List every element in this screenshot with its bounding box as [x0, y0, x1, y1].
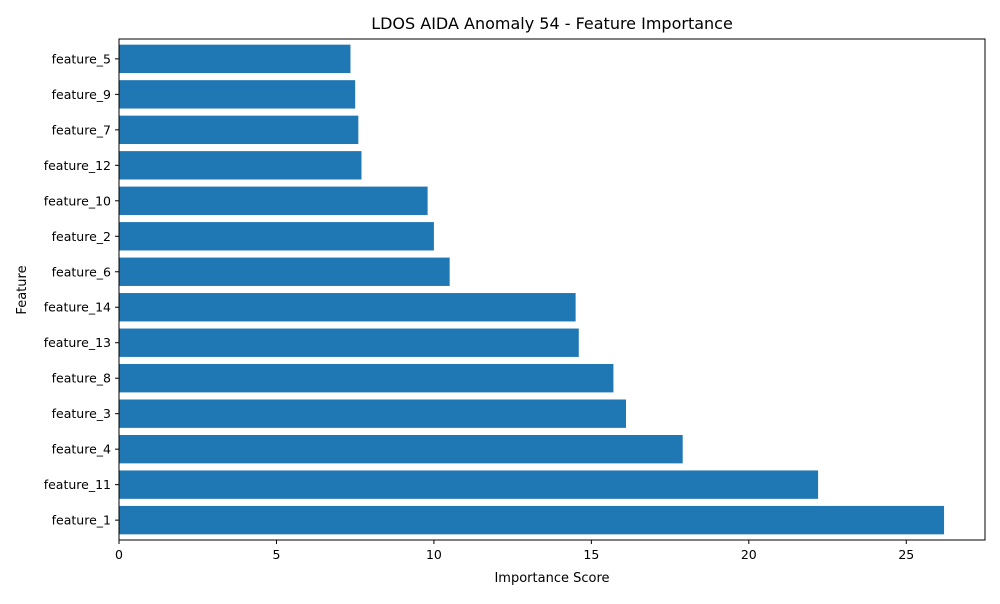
y-tick-label: feature_6 [52, 264, 111, 279]
bar-feature_10 [119, 186, 428, 215]
x-tick-label: 15 [583, 547, 599, 562]
bar-feature_11 [119, 470, 819, 499]
chart-title: LDOS AIDA Anomaly 54 - Feature Importanc… [371, 14, 733, 33]
plot-frame [118, 38, 986, 541]
x-tick-label: 0 [115, 547, 123, 562]
x-tick-label: 20 [741, 547, 757, 562]
x-tick-label: 25 [898, 547, 914, 562]
x-tick-label: 5 [272, 547, 280, 562]
bar-feature_3 [119, 399, 627, 428]
bar-feature_7 [119, 115, 359, 145]
bars-layer [119, 44, 945, 535]
y-tick-label: feature_9 [52, 87, 111, 102]
x-axis-title: Importance Score [494, 571, 609, 586]
y-tick-label: feature_10 [44, 193, 111, 208]
y-tick-label: feature_3 [52, 406, 111, 421]
bar-feature_13 [119, 328, 579, 357]
y-tick-label: feature_12 [44, 158, 111, 173]
bar-feature_6 [119, 257, 450, 286]
y-tick-label: feature_7 [52, 122, 111, 137]
y-tick-label: feature_13 [44, 335, 111, 350]
x-tick-labels: 0 5 10 15 20 25 [115, 540, 914, 562]
bar-feature_14 [119, 293, 576, 322]
bar-feature_4 [119, 434, 683, 464]
bar-feature_8 [119, 364, 614, 393]
y-tick-labels: feature_1 feature_11 feature_4 feature_3 fea… [44, 51, 119, 528]
y-tick-label: feature_4 [52, 442, 111, 457]
bar-feature_12 [119, 151, 362, 180]
y-tick-label: feature_2 [52, 229, 111, 244]
bar-feature_9 [119, 80, 356, 109]
y-tick-label: feature_5 [52, 51, 111, 66]
y-tick-label: feature_8 [52, 371, 111, 386]
x-tick-label: 10 [426, 547, 442, 562]
y-tick-label: feature_1 [52, 513, 111, 528]
y-axis-title: Feature [15, 265, 30, 314]
y-tick-label: feature_14 [44, 300, 111, 315]
bar-feature_5 [119, 44, 351, 74]
bar-feature_1 [119, 505, 945, 535]
bar-feature_2 [119, 222, 434, 251]
y-tick-label: feature_11 [44, 477, 111, 492]
